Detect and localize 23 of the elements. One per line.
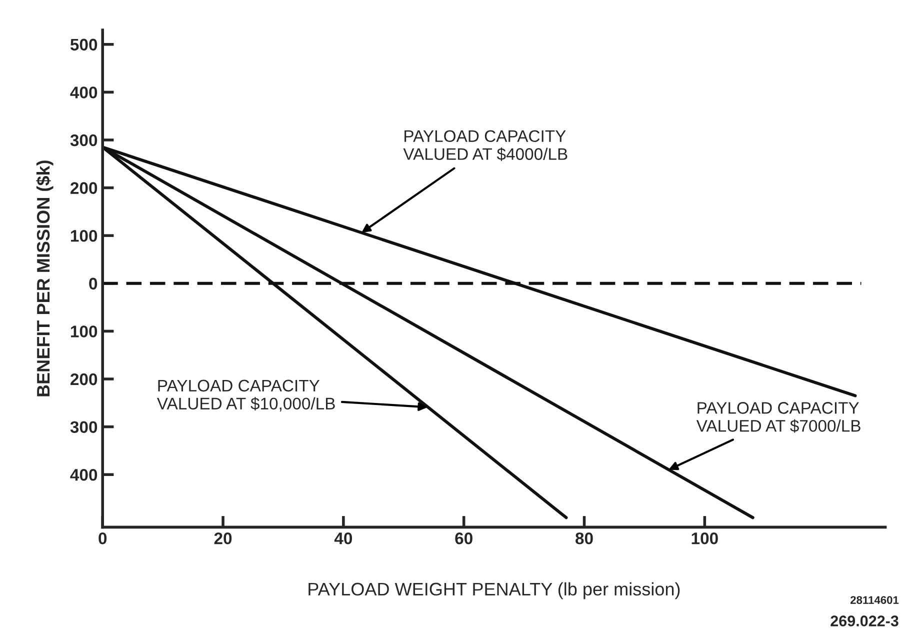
x-tick-label: 20 (214, 532, 232, 544)
annotation: PAYLOAD CAPACITY VALUED AT $7000/LB (696, 402, 860, 433)
y-tick-label: 300 (70, 421, 98, 434)
y-tick-label: 400 (70, 86, 98, 98)
y-tick-label: 100 (70, 230, 98, 242)
text: 28114601 (850, 596, 899, 604)
y-tick-label: 400 (70, 468, 98, 481)
x-tick-label: 40 (334, 532, 352, 544)
x-axis-title: PAYLOAD WEIGHT PENALTY (lb per mission) (308, 582, 680, 600)
x-tick-label: 100 (692, 532, 718, 544)
y-tick-label: 300 (70, 134, 98, 146)
y-tick-label: 500 (70, 38, 98, 51)
y-tick-label: 200 (70, 373, 98, 386)
y-axis-title: BENEFIT PER MISSION ($k) (36, 160, 54, 396)
x-tick-label: 80 (576, 532, 593, 544)
y-tick-label: 100 (70, 326, 98, 338)
annotation: PAYLOAD CAPACITY VALUED AT $4000/LB (403, 130, 568, 161)
y-tick-label: 200 (70, 182, 98, 194)
y-tick-label: 0 (89, 278, 98, 290)
x-tick-label: 60 (455, 532, 472, 544)
annotation: PAYLOAD CAPACITY VALUED AT $10,000/LB (156, 380, 335, 412)
text: 269.022-3 (830, 616, 898, 626)
x-tick-label: 0 (98, 532, 107, 544)
